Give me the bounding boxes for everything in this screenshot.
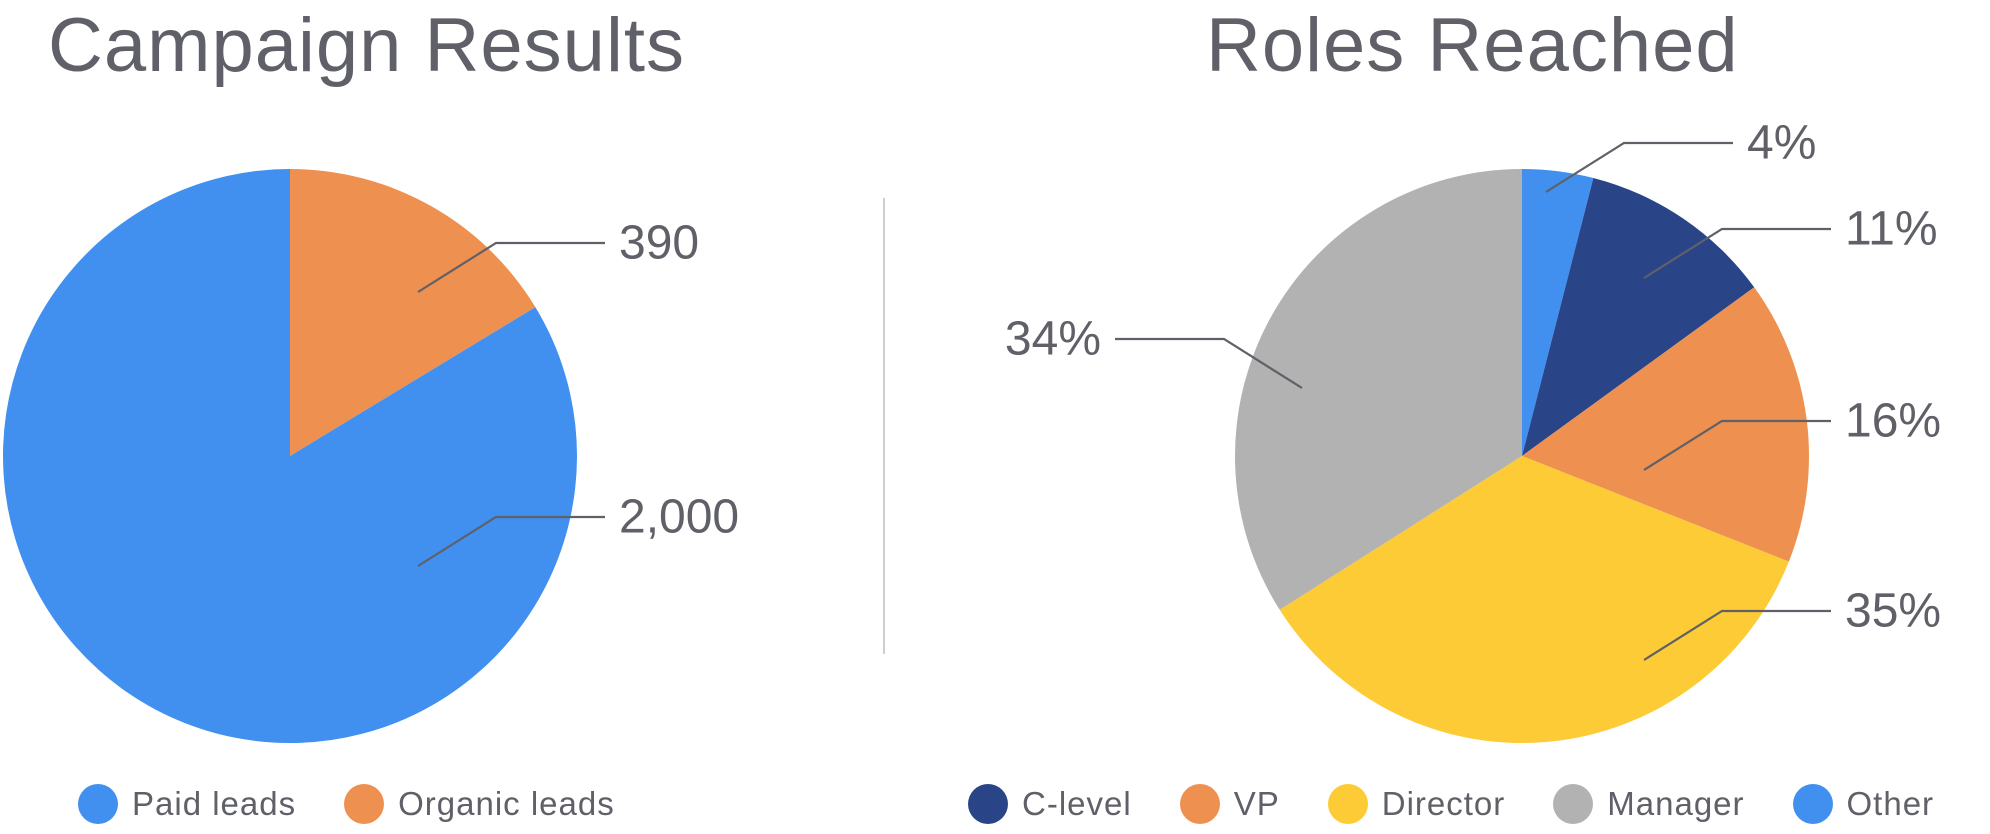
- legend-item-director: Director: [1327, 784, 1506, 824]
- data-label-manager: 34%: [1005, 313, 1101, 366]
- pie-slice-director: [1279, 456, 1789, 743]
- legend-item-manager: Manager: [1553, 784, 1744, 824]
- legend-swatch-organic-leads: [344, 784, 385, 824]
- legend-swatch-manager: [1553, 784, 1594, 824]
- legend-label-c-level: C-level: [1022, 785, 1132, 822]
- pie-slice-organic-leads: [290, 169, 536, 456]
- legend-swatch-c-level: [968, 784, 1008, 824]
- pie-slice-other: [1522, 169, 1594, 456]
- leader-line-other: [1545, 141, 1733, 193]
- leader-line-c-level: [1643, 227, 1831, 279]
- legend-label-vp: VP: [1233, 785, 1280, 822]
- leader-line-organic-leads: [417, 241, 605, 293]
- legend-swatch-vp: [1179, 784, 1220, 824]
- legend-label-manager: Manager: [1607, 785, 1745, 822]
- pie-slice-vp: [1522, 287, 1810, 562]
- pie-slice-manager: [1235, 169, 1522, 610]
- leader-line-vp: [1643, 419, 1831, 471]
- pie-slice-c-level: [1522, 178, 1755, 456]
- roles-reached-title: Roles Reached: [1206, 3, 1739, 88]
- data-label-organic-leads: 390: [619, 217, 699, 270]
- pie-slice-paid-leads: [3, 169, 578, 743]
- legend-label-paid-leads: Paid leads: [132, 785, 297, 822]
- roles-reached-pie: 4% 11% 16% 35% 34%: [1005, 117, 1941, 743]
- campaign-results-title: Campaign Results: [48, 3, 685, 88]
- leader-line-paid-leads: [417, 515, 605, 567]
- legend-label-director: Director: [1381, 785, 1506, 822]
- leader-line-manager: [1115, 337, 1303, 389]
- legend-item-paid-leads: Paid leads: [78, 784, 296, 824]
- legend-item-other: Other: [1792, 784, 1935, 824]
- legend-item-vp: VP: [1179, 784, 1280, 824]
- data-label-vp: 16%: [1845, 395, 1941, 448]
- data-label-paid-leads: 2,000: [619, 491, 739, 544]
- legend-label-other: Other: [1846, 785, 1935, 822]
- roles-reached-legend: C-level VP Director Manager Other: [968, 782, 1934, 826]
- campaign-results-pie: 2,000 390: [3, 169, 739, 743]
- legend-swatch-paid-leads: [78, 784, 118, 824]
- data-label-other: 4%: [1747, 117, 1816, 170]
- data-label-c-level: 11%: [1845, 203, 1938, 256]
- leader-line-director: [1643, 609, 1831, 661]
- legend-item-c-level: C-level: [968, 784, 1132, 824]
- legend-label-organic-leads: Organic leads: [398, 785, 615, 822]
- legend-swatch-other: [1792, 784, 1833, 824]
- charts-canvas: 2,000 390 4% 11% 16% 35% 34%: [3, 117, 1941, 743]
- legend-swatch-director: [1327, 784, 1368, 824]
- campaign-results-legend: Paid leads Organic leads: [78, 782, 615, 826]
- data-label-director: 35%: [1845, 585, 1941, 638]
- legend-item-organic-leads: Organic leads: [344, 784, 615, 824]
